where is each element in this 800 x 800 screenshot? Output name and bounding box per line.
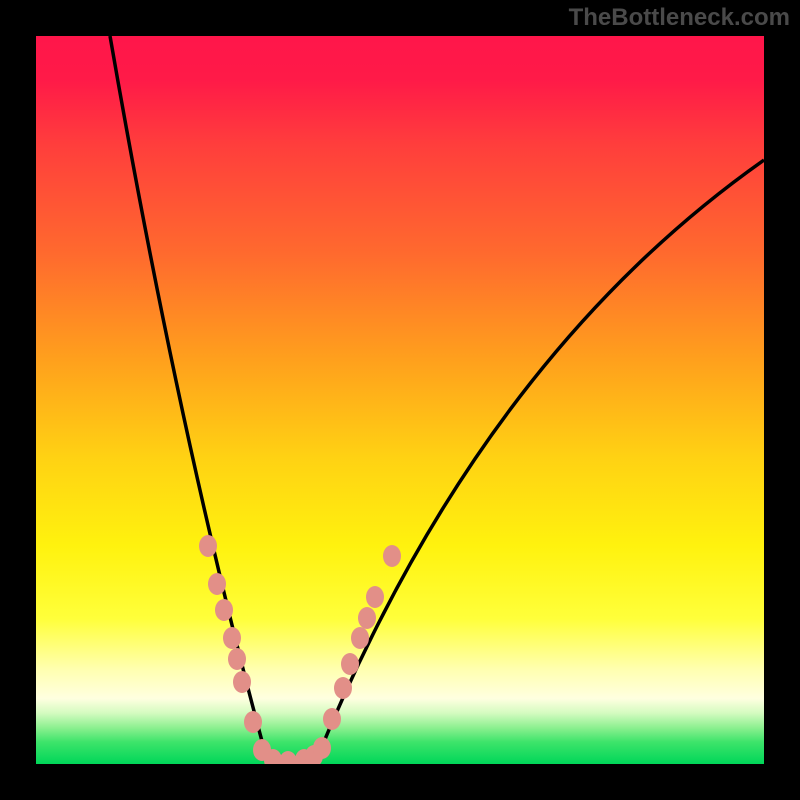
data-dot [244,711,262,733]
gradient-background [36,36,764,764]
data-dot [358,607,376,629]
data-dot [233,671,251,693]
data-dot [215,599,233,621]
data-dot [223,627,241,649]
data-dot [323,708,341,730]
watermark-text: TheBottleneck.com [569,4,790,32]
bottleneck-chart [0,0,800,800]
data-dot [228,648,246,670]
data-dot [313,737,331,759]
data-dot [383,545,401,567]
data-dot [199,535,217,557]
data-dot [208,573,226,595]
chart-container: TheBottleneck.com [0,0,800,800]
data-dot [366,586,384,608]
data-dot [351,627,369,649]
data-dot [334,677,352,699]
data-dot [341,653,359,675]
